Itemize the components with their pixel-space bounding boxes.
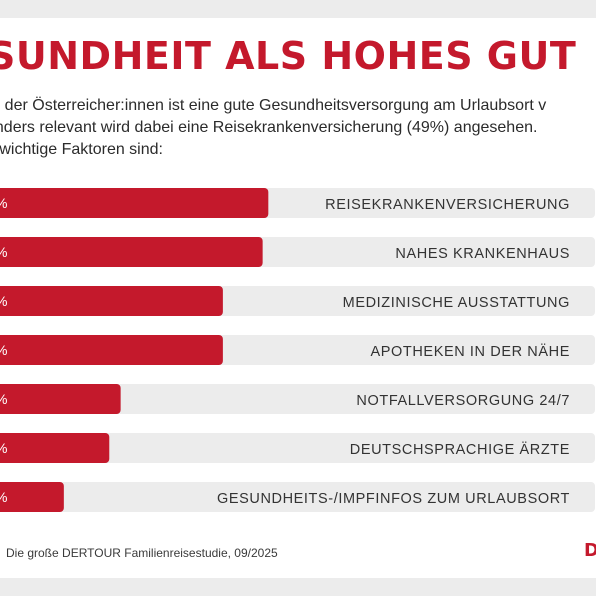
category-label: DEUTSCHSPRACHIGE ÄRZTE	[350, 441, 570, 458]
brand-logo: DE	[584, 540, 596, 561]
intro-line: e wichtige Faktoren sind:	[0, 141, 163, 158]
bar-value-label: %	[0, 195, 7, 211]
bar	[0, 384, 121, 414]
bar-value-label: %	[0, 440, 7, 456]
bar	[0, 433, 110, 463]
category-label: MEDIZINISCHE AUSSTATTUNG	[343, 295, 570, 311]
intro-text: % der Österreicher:innen ist eine gute G…	[0, 95, 596, 161]
bar	[0, 237, 263, 267]
bar-track	[0, 433, 595, 463]
intro-line: onders relevant wird dabei eine Reisekra…	[0, 119, 538, 136]
bar	[0, 482, 64, 512]
bar	[0, 335, 223, 365]
intro-line: % der Österreicher:innen ist eine gute G…	[0, 97, 547, 114]
category-label: NOTFALLVERSORGUNG 24/7	[356, 393, 570, 409]
bar-value-label: %	[0, 342, 7, 358]
page-title: SUNDHEIT ALS HOHES GUT	[0, 34, 577, 78]
category-label: REISEKRANKENVERSICHERUNG	[325, 197, 570, 213]
bar-value-label: %	[0, 244, 7, 260]
category-label: APOTHEKEN IN DER NÄHE	[370, 343, 570, 360]
bar-track	[0, 482, 595, 512]
category-label: GESUNDHEITS-/IMPFINFOS ZUM URLAUBSORT	[217, 491, 570, 507]
bar-track	[0, 384, 595, 414]
bar-value-label: %	[0, 489, 7, 505]
category-label: NAHES KRANKENHAUS	[395, 246, 570, 262]
source-note: Die große DERTOUR Familienreisestudie, 0…	[6, 546, 278, 560]
bar	[0, 286, 223, 316]
bar-value-label: %	[0, 293, 7, 309]
bar-value-label: %	[0, 391, 7, 407]
bar	[0, 188, 269, 218]
